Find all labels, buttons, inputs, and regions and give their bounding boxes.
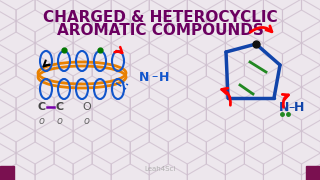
Text: o: o	[57, 116, 63, 126]
Text: –: –	[288, 101, 294, 114]
Text: o: o	[84, 116, 90, 126]
Text: O: O	[83, 102, 92, 112]
Text: Leah4Sci: Leah4Sci	[144, 166, 176, 172]
Text: C: C	[38, 102, 46, 112]
Text: AROMATIC COMPOUNDS: AROMATIC COMPOUNDS	[57, 23, 263, 38]
Text: CHARGED & HETEROCYCLIC: CHARGED & HETEROCYCLIC	[43, 10, 277, 25]
Bar	[0, 166, 14, 180]
Text: N: N	[279, 101, 289, 114]
Text: C: C	[56, 102, 64, 112]
Bar	[306, 166, 320, 180]
Text: H: H	[159, 71, 169, 84]
Text: –: –	[152, 71, 158, 84]
Text: H: H	[294, 101, 304, 114]
Text: N: N	[139, 71, 149, 84]
Text: o: o	[39, 116, 45, 126]
